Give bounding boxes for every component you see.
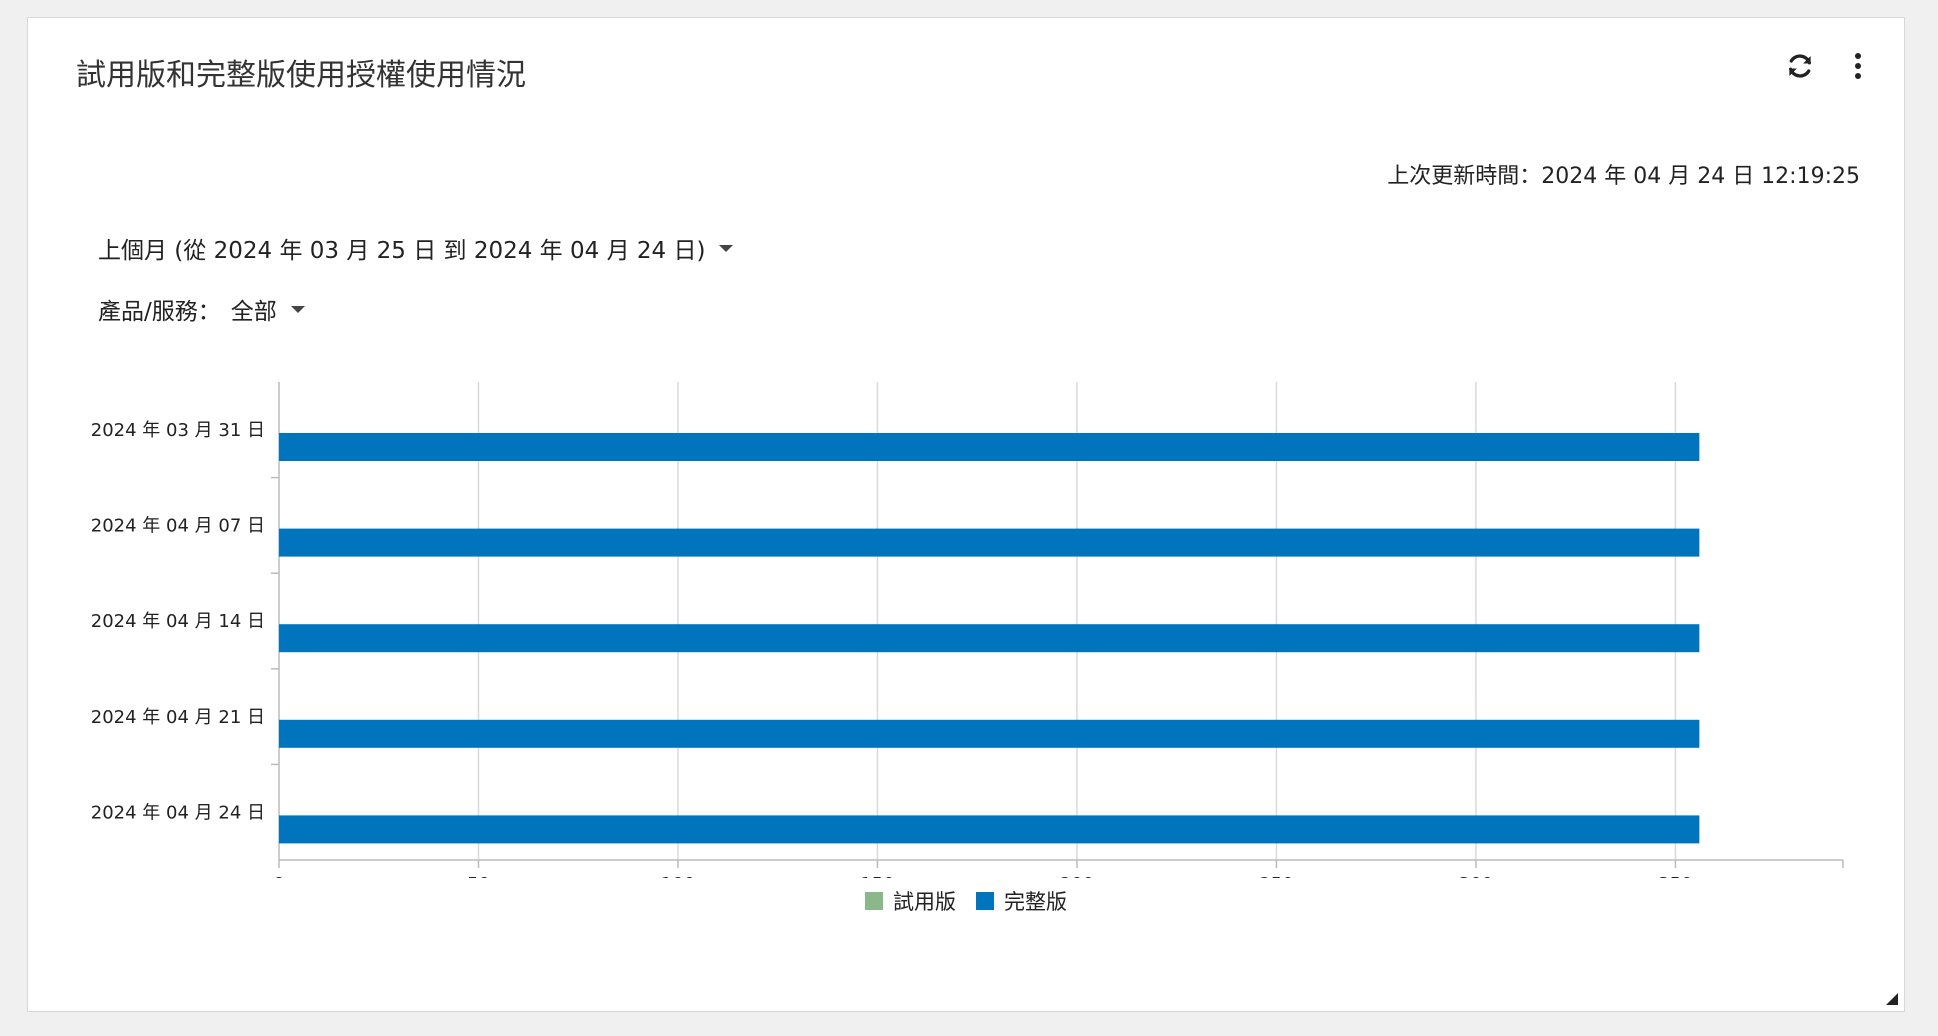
x-tick-label: 0	[273, 874, 284, 878]
chevron-down-icon	[719, 244, 734, 252]
y-tick-label: 2024 年 04 月 24 日	[91, 802, 265, 823]
x-tick-label: 300	[1459, 874, 1493, 878]
chevron-down-icon	[290, 305, 305, 313]
bar-full	[279, 815, 1700, 844]
x-tick-label: 150	[860, 874, 894, 878]
legend-swatch	[865, 892, 883, 910]
legend-item[interactable]: 完整版	[976, 886, 1067, 916]
x-tick-label: 250	[1259, 874, 1293, 878]
chart-legend: 試用版 完整版	[28, 886, 1904, 916]
usage-widget-card: 試用版和完整版使用授權使用情況 上次更新時間： 2024 年 04 月 24 日…	[27, 17, 1905, 1012]
product-filter-value: 全部	[230, 299, 277, 325]
refresh-icon[interactable]	[1778, 44, 1822, 88]
last-updated-label: 上次更新時間：	[1387, 164, 1542, 189]
x-tick-label: 100	[661, 874, 695, 878]
license-usage-bar-chart: 0 50 100 150 200 250 300 350 2024 年 03 月 31 日 202…	[91, 382, 1844, 878]
bar-full	[279, 719, 1700, 748]
x-tick-label: 50	[467, 874, 490, 878]
y-tick-label: 2024 年 04 月 14 日	[91, 611, 265, 632]
product-filter-dropdown[interactable]: 產品/服務： 全部	[98, 292, 305, 326]
legend-swatch	[976, 892, 994, 910]
y-tick-label: 2024 年 03 月 31 日	[91, 420, 265, 441]
bar-full	[279, 528, 1700, 557]
resize-handle[interactable]	[1886, 993, 1898, 1005]
x-tick-label: 200	[1060, 874, 1094, 878]
more-vertical-icon-glyph	[1855, 53, 1861, 79]
date-range-dropdown[interactable]: 上個月 (從 2024 年 03 月 25 日 到 2024 年 04 月 24…	[98, 231, 734, 265]
last-updated-value: 2024 年 04 月 24 日 12:19:25	[1541, 164, 1860, 189]
product-filter-label: 產品/服務：	[98, 299, 221, 325]
bar-full	[279, 433, 1700, 461]
legend-label: 完整版	[1004, 890, 1067, 914]
widget-title: 試用版和完整版使用授權使用情況	[76, 58, 526, 93]
legend-item[interactable]: 試用版	[865, 886, 956, 916]
more-vertical-icon[interactable]	[1836, 44, 1880, 88]
y-tick-label: 2024 年 04 月 07 日	[91, 516, 265, 537]
legend-label: 試用版	[893, 890, 956, 914]
last-updated: 上次更新時間： 2024 年 04 月 24 日 12:19:25	[1387, 158, 1860, 190]
bar-full	[279, 624, 1700, 653]
y-tick-label: 2024 年 04 月 21 日	[91, 707, 265, 728]
refresh-icon-glyph	[1789, 54, 1811, 78]
date-range-label: 上個月 (從 2024 年 03 月 25 日 到 2024 年 04 月 24…	[98, 238, 706, 264]
x-tick-label: 350	[1658, 874, 1692, 878]
